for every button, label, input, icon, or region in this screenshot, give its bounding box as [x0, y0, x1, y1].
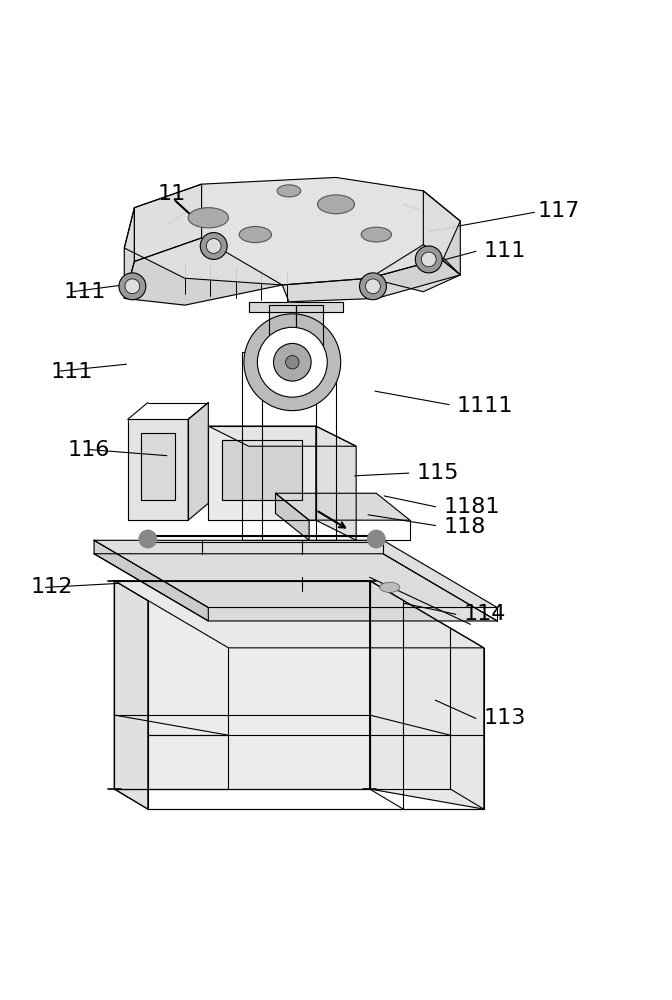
- Text: 115: 115: [417, 463, 459, 483]
- Text: 1111: 1111: [457, 396, 513, 416]
- Polygon shape: [114, 581, 148, 809]
- Polygon shape: [423, 191, 460, 275]
- Text: 113: 113: [484, 708, 526, 728]
- Circle shape: [206, 239, 221, 253]
- Polygon shape: [296, 305, 323, 345]
- Text: 111: 111: [50, 362, 93, 382]
- Text: 111: 111: [484, 241, 526, 261]
- Polygon shape: [94, 554, 497, 621]
- Circle shape: [244, 314, 341, 411]
- Circle shape: [366, 279, 380, 294]
- Polygon shape: [114, 581, 484, 648]
- Polygon shape: [114, 581, 370, 789]
- Polygon shape: [94, 540, 497, 608]
- Ellipse shape: [277, 185, 300, 197]
- Polygon shape: [370, 258, 460, 292]
- Circle shape: [200, 233, 227, 259]
- Polygon shape: [208, 426, 356, 446]
- Polygon shape: [269, 305, 296, 345]
- Circle shape: [368, 530, 385, 548]
- Text: 111: 111: [64, 282, 106, 302]
- Circle shape: [286, 356, 299, 369]
- Circle shape: [421, 252, 436, 267]
- Text: 116: 116: [67, 440, 110, 460]
- Polygon shape: [208, 426, 316, 520]
- Polygon shape: [188, 403, 208, 520]
- Polygon shape: [276, 493, 309, 540]
- Polygon shape: [124, 177, 460, 285]
- Text: 112: 112: [30, 577, 73, 597]
- Text: 118: 118: [444, 517, 486, 537]
- Ellipse shape: [380, 582, 400, 592]
- Polygon shape: [276, 493, 410, 520]
- Polygon shape: [249, 302, 343, 312]
- Circle shape: [415, 246, 442, 273]
- Polygon shape: [222, 440, 302, 500]
- Text: 117: 117: [538, 201, 580, 221]
- Text: 1181: 1181: [444, 497, 500, 517]
- Circle shape: [139, 530, 157, 548]
- Circle shape: [119, 273, 146, 300]
- Ellipse shape: [362, 227, 391, 242]
- Circle shape: [125, 279, 140, 294]
- Ellipse shape: [317, 195, 355, 214]
- Polygon shape: [316, 426, 356, 540]
- Ellipse shape: [239, 226, 271, 243]
- Circle shape: [360, 273, 386, 300]
- Polygon shape: [282, 245, 460, 302]
- Polygon shape: [124, 208, 134, 298]
- Text: 11: 11: [158, 184, 186, 204]
- Polygon shape: [124, 238, 282, 305]
- Polygon shape: [94, 540, 208, 621]
- Text: 114: 114: [464, 604, 506, 624]
- Polygon shape: [141, 433, 175, 500]
- Polygon shape: [370, 581, 484, 809]
- Circle shape: [274, 343, 311, 381]
- Polygon shape: [128, 419, 188, 520]
- Ellipse shape: [188, 208, 228, 228]
- Polygon shape: [134, 184, 202, 261]
- Circle shape: [257, 327, 327, 397]
